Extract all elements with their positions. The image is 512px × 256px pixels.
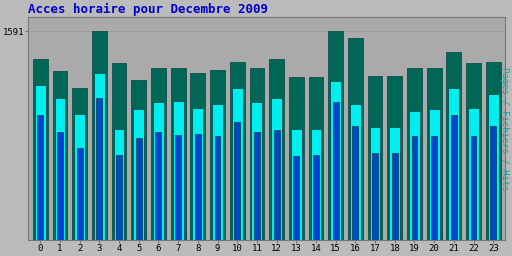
Bar xyxy=(35,85,46,240)
Bar xyxy=(156,132,161,240)
Bar xyxy=(195,134,201,240)
Bar xyxy=(468,108,479,240)
Bar xyxy=(37,115,43,240)
Bar xyxy=(451,115,457,240)
Bar xyxy=(112,63,126,240)
Bar xyxy=(175,135,181,240)
Bar xyxy=(449,88,459,240)
Bar xyxy=(116,155,122,240)
Bar xyxy=(249,68,264,240)
Bar xyxy=(333,102,338,240)
Y-axis label: Pages / Fichiers / Hits: Pages / Fichiers / Hits xyxy=(500,67,509,190)
Bar xyxy=(389,127,400,240)
Bar xyxy=(92,31,106,240)
Bar xyxy=(392,153,398,240)
Bar xyxy=(409,111,420,240)
Bar xyxy=(293,156,299,240)
Bar xyxy=(311,129,322,240)
Bar xyxy=(407,68,422,240)
Bar xyxy=(190,73,205,240)
Bar xyxy=(427,68,441,240)
Bar xyxy=(136,138,142,240)
Bar xyxy=(466,63,481,240)
Bar xyxy=(291,129,302,240)
Bar xyxy=(77,148,82,240)
Bar xyxy=(271,98,282,240)
Bar xyxy=(94,73,105,240)
Bar xyxy=(72,88,87,240)
Bar xyxy=(132,80,146,240)
Bar xyxy=(289,77,304,240)
Bar xyxy=(471,136,477,240)
Bar xyxy=(412,136,417,240)
Bar xyxy=(313,155,319,240)
Text: Acces horaire pour Decembre 2009: Acces horaire pour Decembre 2009 xyxy=(29,3,268,16)
Bar xyxy=(133,109,144,240)
Bar xyxy=(388,76,402,240)
Bar xyxy=(96,98,102,240)
Bar xyxy=(193,108,203,240)
Bar xyxy=(309,77,324,240)
Bar xyxy=(370,127,380,240)
Bar xyxy=(55,98,66,240)
Bar xyxy=(488,94,499,240)
Bar xyxy=(352,126,358,240)
Bar xyxy=(372,153,378,240)
Bar xyxy=(350,104,361,240)
Bar xyxy=(429,109,440,240)
Bar xyxy=(57,132,63,240)
Bar xyxy=(153,102,164,240)
Bar xyxy=(232,88,243,240)
Bar xyxy=(212,104,223,240)
Bar xyxy=(251,102,262,240)
Bar xyxy=(486,62,501,240)
Bar xyxy=(254,132,260,240)
Bar xyxy=(74,114,85,240)
Bar xyxy=(269,59,284,240)
Bar xyxy=(230,62,245,240)
Bar xyxy=(348,38,363,240)
Bar xyxy=(234,122,240,240)
Bar xyxy=(273,130,280,240)
Bar xyxy=(173,101,183,240)
Bar xyxy=(53,71,68,240)
Bar xyxy=(114,129,124,240)
Bar xyxy=(431,136,437,240)
Bar xyxy=(490,126,496,240)
Bar xyxy=(210,69,225,240)
Bar xyxy=(215,136,221,240)
Bar xyxy=(33,59,48,240)
Bar xyxy=(151,68,166,240)
Bar xyxy=(446,52,461,240)
Bar xyxy=(330,81,341,240)
Bar xyxy=(368,76,382,240)
Bar xyxy=(170,68,185,240)
Bar xyxy=(328,31,343,240)
